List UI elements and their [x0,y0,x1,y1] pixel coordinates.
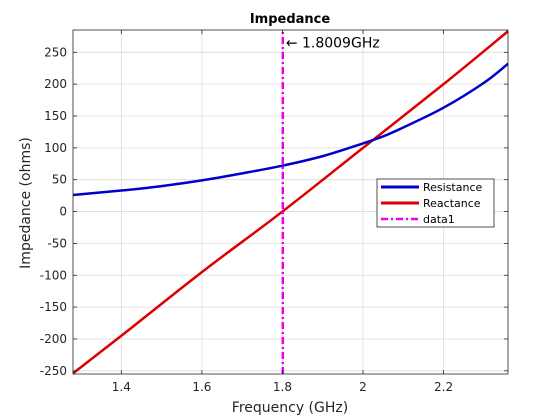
frequency-annotation: ← 1.8009GHz [286,36,380,52]
x-tick-label: 1.8 [273,380,292,394]
y-tick-label: 100 [44,141,67,155]
y-tick-labels: -250 -200 -150 -100 -50 0 50 100 150 200 250 [40,45,67,378]
legend[interactable]: Resistance Reactance data1 [376,178,495,228]
legend-label-data1: data1 [423,213,455,226]
y-axis-label: Impedance (ohms) [18,137,34,269]
axis-ticks [73,30,508,374]
x-tick-label: 1.6 [192,380,211,394]
series-layer [72,30,509,375]
plot-border [72,29,509,375]
y-tick-label: 150 [44,109,67,123]
y-tick-label: 50 [52,173,67,187]
legend-label-resistance: Resistance [423,181,483,194]
x-tick-label: 2 [359,380,367,394]
x-tick-label: 1.4 [112,380,131,394]
series-line-resistance [72,62,509,197]
chart-title: Impedance [250,12,331,27]
grid-lines [73,30,508,374]
x-axis-label: Frequency (GHz) [232,400,348,416]
legend-label-reactance: Reactance [423,197,481,210]
y-tick-label: -250 [40,364,67,378]
x-tick-labels: 1.4 1.6 1.8 2 2.2 [112,380,453,394]
x-tick-label: 2.2 [434,380,453,394]
y-tick-label: -150 [40,300,67,314]
y-tick-label: 250 [44,45,67,59]
series-line-reactance [72,30,509,375]
y-tick-label: 0 [59,205,67,219]
y-tick-label: 200 [44,77,67,91]
y-tick-label: -200 [40,332,67,346]
y-tick-label: -100 [40,268,67,282]
y-tick-label: -50 [47,236,67,250]
